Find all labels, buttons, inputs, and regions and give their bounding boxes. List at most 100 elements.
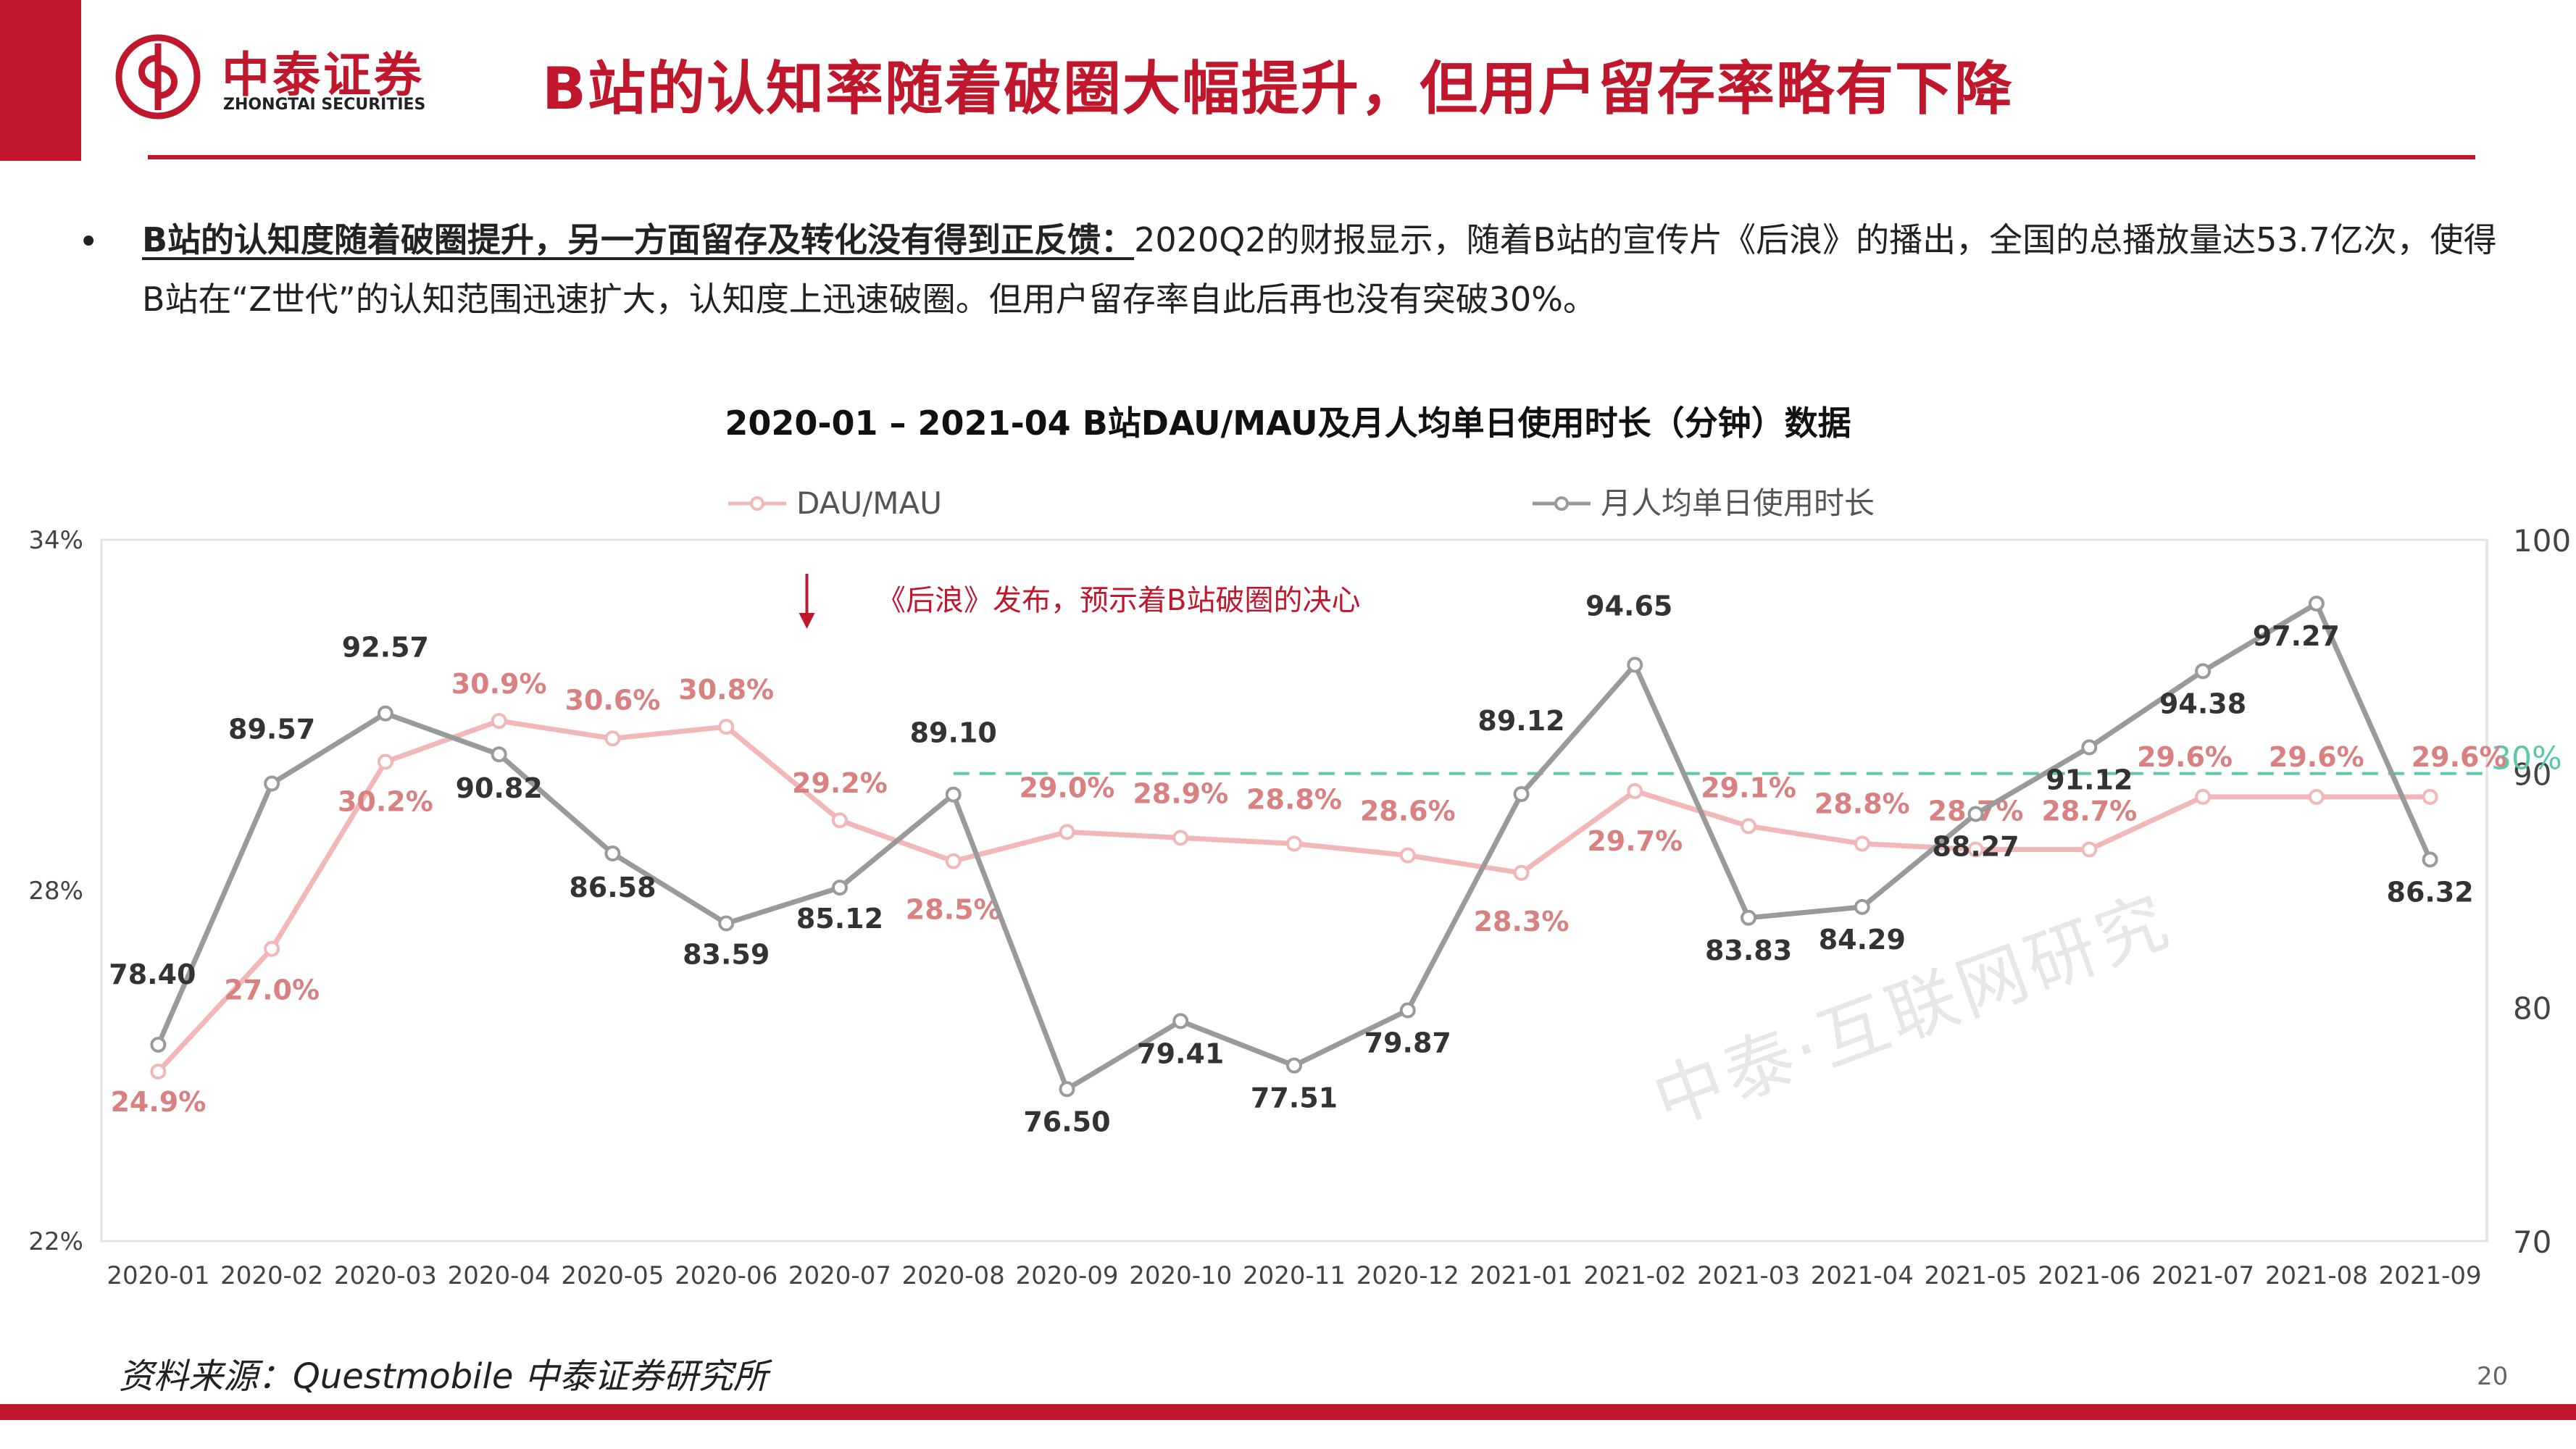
series-0-point [604, 730, 621, 747]
x-tick-label: 2020-01 [107, 1261, 209, 1290]
series-0-point [377, 753, 393, 770]
series-0-point [2308, 788, 2325, 805]
series-1-data-label: 79.41 [1137, 1037, 1224, 1069]
series-0-data-label: 28.9% [1133, 777, 1228, 809]
series-0-point [1627, 782, 1643, 799]
annotation-arrow-head [799, 613, 815, 629]
x-tick-label: 2021-07 [2151, 1261, 2254, 1290]
series-1-data-label: 76.50 [1023, 1106, 1110, 1137]
y-right-tick-label: 80 [2513, 990, 2551, 1026]
series-0-data-label: 29.0% [1020, 772, 1115, 803]
series-1-point [1854, 898, 1870, 915]
bullet-marker: • [78, 222, 99, 262]
company-logo: 中泰证券 ZHONGTAI SECURITIES [114, 33, 448, 128]
x-tick-label: 2020-12 [1356, 1261, 1459, 1290]
series-0-point [1967, 841, 1984, 858]
x-tick-label: 2020-11 [1243, 1261, 1346, 1290]
series-0-point [945, 853, 962, 869]
bullet-text: 2020Q2的财报显示，随着B站的宣传片《后浪》的播出，全国的总播放量达53.7… [142, 220, 2497, 319]
x-tick-label: 2020-08 [902, 1261, 1005, 1290]
legend-usage-time-marker [1554, 496, 1569, 511]
series-1-point [264, 775, 280, 792]
series-0-point [2081, 841, 2098, 858]
series-1-point [150, 1036, 167, 1053]
series-0-data-label: 29.6% [2137, 741, 2233, 773]
series-1-point [604, 845, 621, 862]
series-1-data-label: 89.57 [228, 714, 315, 746]
series-0-data-label: 29.2% [792, 767, 888, 799]
series-1-point [1741, 909, 1757, 926]
title-divider [148, 155, 2475, 159]
series-1-data-label: 90.82 [456, 772, 543, 804]
series-1-point [2422, 851, 2438, 868]
y-left-tick-label: 34% [28, 526, 83, 555]
series-1-data-label: 89.12 [1477, 705, 1564, 737]
series-0-data-label: 28.8% [1246, 783, 1342, 815]
series-0-point [1854, 835, 1870, 852]
x-tick-label: 2021-08 [2265, 1261, 2368, 1290]
series-1-point [718, 915, 735, 932]
series-0-data-label: 24.9% [110, 1086, 206, 1118]
bullet-paragraph: B站的认知度随着破圈提升，另一方面留存及转化没有得到正反馈：2020Q2的财报显… [142, 210, 2519, 329]
x-tick-label: 2020-02 [220, 1261, 323, 1290]
logo-english-name: ZHONGTAI SECURITIES [223, 96, 426, 114]
series-1-data-label: 78.40 [109, 959, 196, 990]
page-title: B站的认知率随着破圈大幅提升，但用户留存率略有下降 [542, 55, 2014, 122]
x-tick-label: 2020-03 [334, 1261, 437, 1290]
chart-title: 2020-01 – 2021-04 B站DAU/MAU及月人均单日使用时长（分钟… [725, 404, 1851, 443]
zhongtai-logo-icon [115, 34, 201, 120]
series-1-point [1399, 1002, 1416, 1019]
series-0-point [2195, 788, 2212, 805]
series-0-point [1286, 835, 1302, 852]
y-left-tick-label: 28% [28, 877, 83, 906]
y-right-tick-label: 100 [2513, 523, 2571, 559]
series-1-point [491, 746, 507, 763]
legend-dau-mau-marker [750, 496, 764, 511]
x-tick-label: 2021-01 [1470, 1261, 1572, 1290]
x-tick-label: 2021-03 [1697, 1261, 1800, 1290]
series-1-point [1172, 1013, 1189, 1030]
x-tick-label: 2020-04 [448, 1261, 551, 1290]
x-tick-label: 2021-02 [1583, 1261, 1686, 1290]
series-0-point [1741, 818, 1757, 835]
series-1-point [831, 880, 848, 896]
series-1-data-label: 97.27 [2253, 620, 2340, 652]
series-1-data-label: 94.38 [2159, 688, 2246, 719]
y-right-tick-label: 70 [2513, 1224, 2551, 1260]
x-tick-label: 2020-05 [561, 1261, 664, 1290]
series-1-data-label: 89.10 [910, 717, 997, 749]
series-1-point [2308, 596, 2325, 612]
series-0-point [264, 940, 280, 957]
x-tick-label: 2020-09 [1015, 1261, 1118, 1290]
reference-line-label: 30% [2491, 740, 2562, 777]
series-1-data-label: 91.12 [2046, 764, 2133, 796]
x-tick-label: 2021-05 [1925, 1261, 2027, 1290]
series-0-data-label: 29.6% [2269, 741, 2364, 773]
series-0-data-label: 28.3% [1474, 906, 1570, 938]
series-1-point [1513, 786, 1530, 803]
series-0-point [1399, 847, 1416, 864]
series-0-data-label: 28.5% [906, 894, 1001, 926]
header-accent-bar [0, 0, 81, 161]
series-1-data-label: 84.29 [1819, 924, 1906, 956]
series-1-point [1286, 1057, 1302, 1074]
series-0-data-label: 27.0% [224, 974, 320, 1006]
plot-frame [100, 538, 2488, 1243]
series-0-data-label: 30.6% [565, 684, 661, 716]
page-number: 20 [2477, 1362, 2509, 1391]
x-tick-label: 2020-06 [675, 1261, 778, 1290]
y-right-tick-label: 90 [2513, 757, 2551, 793]
series-1-point [377, 705, 393, 722]
series-0-data-label: 30.2% [338, 786, 433, 818]
series-0-point [491, 713, 507, 730]
x-tick-label: 2021-09 [2379, 1261, 2482, 1290]
series-1-data-label: 88.27 [1932, 830, 2019, 862]
series-1-point [1967, 806, 1984, 822]
series-1-point [2081, 739, 2098, 756]
series-1-point [2195, 663, 2212, 680]
series-1-data-label: 86.32 [2387, 876, 2474, 908]
bullet-lead: B站的认知度随着破圈提升，另一方面留存及转化没有得到正反馈： [142, 220, 1135, 259]
series-0-data-label: 29.6% [2412, 741, 2507, 773]
series-1-data-label: 86.58 [569, 872, 656, 903]
